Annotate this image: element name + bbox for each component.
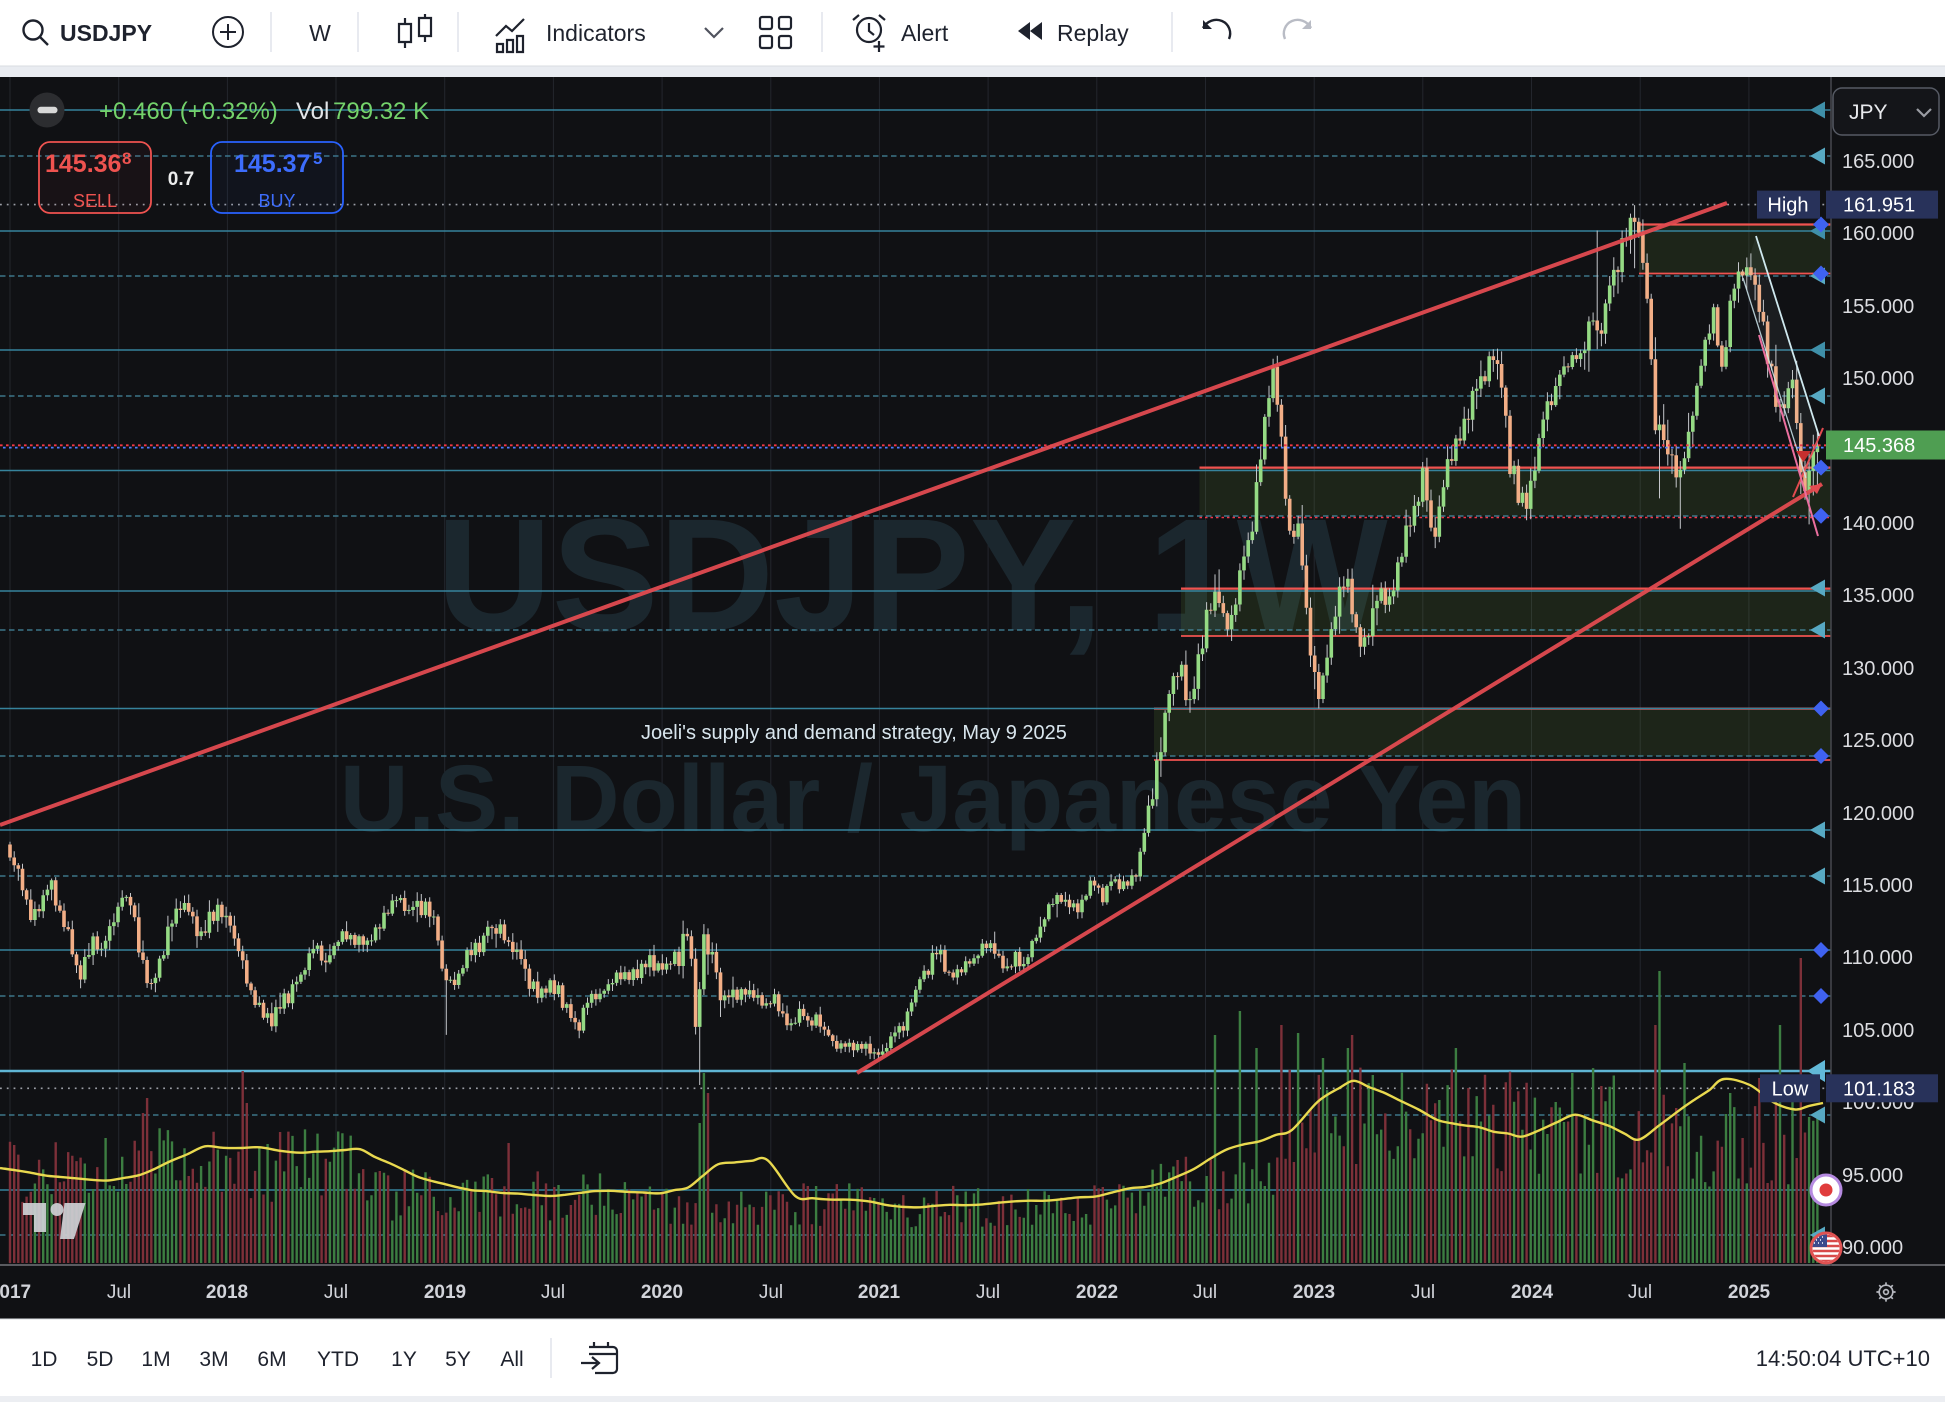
svg-text:Jul: Jul [1193, 1282, 1217, 1303]
svg-text:145.36: 145.36 [45, 150, 121, 178]
svg-text:90.000: 90.000 [1842, 1237, 1903, 1259]
svg-text:2024: 2024 [1511, 1282, 1554, 1303]
svg-text:Jul: Jul [324, 1282, 348, 1303]
svg-text:All: All [500, 1348, 523, 1371]
svg-text:USDJPY, 1W: USDJPY, 1W [436, 485, 1387, 664]
svg-text:95.000: 95.000 [1842, 1165, 1903, 1187]
svg-text:YTD: YTD [317, 1348, 359, 1371]
svg-text:2017: 2017 [0, 1282, 31, 1303]
svg-text:0.7: 0.7 [168, 169, 194, 190]
svg-text:Alert: Alert [901, 20, 949, 46]
svg-text:5Y: 5Y [445, 1348, 471, 1371]
svg-text:SELL: SELL [73, 191, 117, 211]
svg-text:Jul: Jul [1628, 1282, 1652, 1303]
svg-text:Jul: Jul [759, 1282, 783, 1303]
svg-text:115.000: 115.000 [1842, 875, 1913, 897]
svg-text:Indicators: Indicators [546, 20, 646, 46]
svg-text:Joeli's supply and demand stra: Joeli's supply and demand strategy, May … [641, 722, 1067, 744]
svg-text:155.000: 155.000 [1842, 296, 1914, 318]
svg-text:8: 8 [122, 149, 131, 168]
svg-text:1D: 1D [31, 1348, 58, 1371]
svg-text:Jul: Jul [541, 1282, 565, 1303]
svg-text:Vol: Vol [296, 98, 329, 125]
svg-text:BUY: BUY [258, 191, 295, 211]
svg-text:130.000: 130.000 [1842, 658, 1914, 680]
svg-text:101.183: 101.183 [1843, 1078, 1915, 1100]
svg-text:3M: 3M [199, 1348, 228, 1371]
svg-text:5: 5 [313, 149, 322, 168]
svg-text:Jul: Jul [976, 1282, 1000, 1303]
svg-text:2019: 2019 [424, 1282, 466, 1303]
svg-text:Jul: Jul [1411, 1282, 1435, 1303]
svg-text:2022: 2022 [1076, 1282, 1118, 1303]
svg-text:165.000: 165.000 [1842, 151, 1914, 173]
svg-text:Jul: Jul [107, 1282, 131, 1303]
svg-text:USDJPY: USDJPY [60, 20, 152, 46]
svg-text:105.000: 105.000 [1842, 1020, 1914, 1042]
svg-text:140.000: 140.000 [1842, 513, 1914, 535]
svg-text:Replay: Replay [1057, 20, 1129, 46]
svg-text:2025: 2025 [1728, 1282, 1771, 1303]
svg-text:High: High [1767, 195, 1808, 217]
svg-text:1Y: 1Y [391, 1348, 417, 1371]
svg-text:110.000: 110.000 [1842, 947, 1913, 969]
svg-text:W: W [309, 20, 331, 46]
svg-text:14:50:04 UTC+10: 14:50:04 UTC+10 [1756, 1346, 1930, 1371]
svg-text:2018: 2018 [206, 1282, 248, 1303]
svg-text:2020: 2020 [641, 1282, 683, 1303]
svg-text:145.37: 145.37 [234, 150, 310, 178]
svg-text:120.000: 120.000 [1842, 803, 1914, 825]
svg-text:U.S. Dollar / Japanese Yen: U.S. Dollar / Japanese Yen [340, 746, 1526, 852]
svg-text:5D: 5D [87, 1348, 114, 1371]
svg-text:2023: 2023 [1293, 1282, 1335, 1303]
svg-text:145.368: 145.368 [1843, 435, 1915, 457]
svg-text:6M: 6M [257, 1348, 286, 1371]
svg-text:1M: 1M [141, 1348, 170, 1371]
svg-text:+0.460 (+0.32%): +0.460 (+0.32%) [99, 98, 278, 125]
svg-text:799.32 K: 799.32 K [333, 98, 429, 125]
svg-text:2021: 2021 [858, 1282, 901, 1303]
svg-text:Low: Low [1772, 1078, 1809, 1100]
svg-text:135.000: 135.000 [1842, 585, 1914, 607]
svg-text:150.000: 150.000 [1842, 368, 1914, 390]
svg-text:161.951: 161.951 [1843, 195, 1915, 217]
svg-text:JPY: JPY [1849, 101, 1888, 124]
svg-text:160.000: 160.000 [1842, 223, 1914, 245]
svg-text:125.000: 125.000 [1842, 730, 1914, 752]
